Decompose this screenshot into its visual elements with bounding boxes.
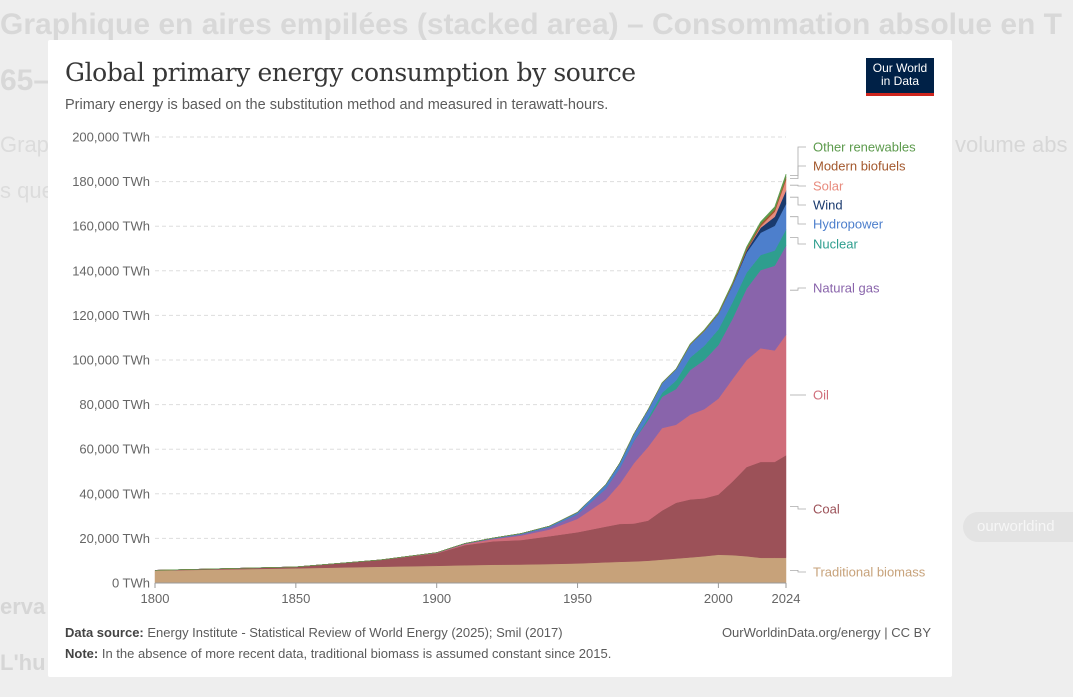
- background-text-right: volume abs: [955, 132, 1068, 157]
- note-text: In the absence of more recent data, trad…: [101, 646, 612, 661]
- y-tick-label: 20,000 TWh: [79, 531, 150, 546]
- legend-label-wind: Wind: [813, 198, 843, 213]
- owid-logo[interactable]: Our World in Data: [866, 58, 934, 96]
- chart-subtitle: Primary energy is based on the substitut…: [65, 97, 609, 113]
- legend-label-nuclear: Nuclear: [813, 237, 858, 252]
- background-text-2: s que: [0, 178, 54, 203]
- legend-label-oil: Oil: [813, 388, 829, 403]
- x-tick-label: 1950: [563, 591, 592, 606]
- legend-label-hydropower: Hydropower: [813, 217, 884, 232]
- x-tick-label: 2024: [772, 591, 801, 606]
- x-tick-label: 1800: [141, 591, 170, 606]
- y-tick-label: 140,000 TWh: [72, 263, 150, 278]
- area-other-renewables: [154, 173, 787, 571]
- data-source: Data source: Energy Institute - Statisti…: [65, 625, 563, 640]
- x-tick-label: 1850: [281, 591, 310, 606]
- background-footer-text-2: L'hu: [0, 650, 46, 675]
- y-tick-label: 0 TWh: [112, 576, 150, 591]
- x-tick-label: 2000: [704, 591, 733, 606]
- chart-card: 0 TWh 20,000 TWh 40,000 TWh 60,000 TWh 80,00…: [48, 40, 952, 677]
- legend-connector-hydropower: [790, 216, 806, 225]
- legend-connector-nuclear: [790, 237, 806, 245]
- legend-connector-wind: [790, 196, 806, 206]
- stacked-area-chart: 0 TWh 20,000 TWh 40,000 TWh 60,000 TWh 80,00…: [72, 130, 926, 607]
- x-tick-label: 1900: [422, 591, 451, 606]
- legend-label-other-renewables: Other renewables: [813, 140, 916, 155]
- y-tick-label: 60,000 TWh: [79, 442, 150, 457]
- note-label: Note:: [65, 646, 99, 661]
- logo-line-1: Our World: [872, 61, 928, 75]
- logo-line-2: in Data: [880, 73, 920, 88]
- legend-label-natural-gas: Natural gas: [813, 281, 880, 296]
- legend-label-modern-biofuels: Modern biofuels: [813, 159, 906, 174]
- y-tick-label: 100,000 TWh: [72, 353, 150, 368]
- background-subheading: 65–: [0, 64, 51, 97]
- chart-note: Note: In the absence of more recent data…: [65, 646, 611, 661]
- y-tick-label: 160,000 TWh: [72, 219, 150, 234]
- legend-connector-coal: [790, 506, 806, 510]
- y-tick-label: 200,000 TWh: [72, 130, 150, 145]
- credit-link[interactable]: OurWorldinData.org/energy | CC BY: [721, 625, 931, 640]
- legend-connector-solar: [790, 184, 806, 187]
- legend-label-coal: Coal: [813, 502, 840, 517]
- chart-title: Global primary energy consumption by sou…: [65, 58, 636, 87]
- y-tick-label: 40,000 TWh: [79, 486, 150, 501]
- y-tick-label: 120,000 TWh: [72, 308, 150, 323]
- background-heading: Graphique en aires empilées (stacked are…: [0, 8, 1063, 41]
- y-tick-label: 80,000 TWh: [79, 397, 150, 412]
- legend-label-solar: Solar: [813, 179, 844, 194]
- legend-connector-other-renewables: [790, 146, 806, 176]
- background-footer-text: erva: [0, 594, 46, 619]
- legend-connector-natural-gas: [790, 287, 806, 291]
- legend-label-traditional-biomass: Traditional biomass: [813, 565, 926, 580]
- background-link-pill[interactable]: ourworldind: [963, 512, 1073, 542]
- data-source-text: Energy Institute - Statistical Review of…: [147, 625, 563, 640]
- y-tick-label: 180,000 TWh: [72, 174, 150, 189]
- legend-connector-traditional-biomass: [790, 570, 806, 573]
- data-source-label: Data source:: [65, 625, 144, 640]
